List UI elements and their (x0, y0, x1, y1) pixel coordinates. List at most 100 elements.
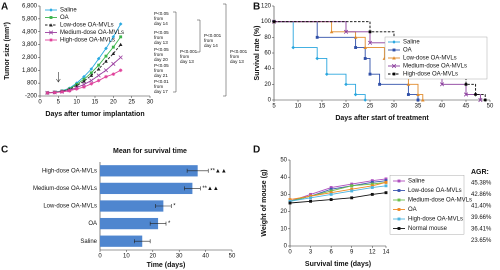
marker (111, 35, 116, 39)
marker (48, 30, 54, 35)
chart-title: Mean for survival time (113, 148, 187, 155)
y-tick-label: 3,800 (22, 42, 38, 48)
x-tick-label: 6 (329, 250, 333, 256)
marker (329, 198, 333, 201)
bracket (173, 11, 177, 93)
marker (309, 192, 313, 196)
bar (100, 200, 164, 212)
marker (81, 82, 87, 87)
annotation: from (154, 35, 163, 40)
significance: **▲▲ (210, 168, 227, 174)
marker (350, 189, 354, 193)
y-tick-label: 0 (268, 98, 272, 104)
marker (392, 56, 396, 60)
annotation: day 20 (154, 57, 168, 62)
x-tick-label: 20 (343, 104, 350, 110)
annotation: P<0.05 (154, 30, 169, 35)
marker (473, 92, 478, 97)
annotation: from (154, 84, 163, 89)
marker (89, 73, 94, 77)
bracket (197, 19, 201, 53)
marker (397, 208, 401, 211)
legend-label: OA (403, 48, 412, 54)
marker (49, 23, 53, 27)
agr-label: 42.86% (471, 192, 492, 198)
annotation: from (204, 38, 213, 43)
y-tick-label: 40 (264, 66, 271, 72)
x-axis-label: Survival time (days) (305, 261, 371, 268)
marker (343, 29, 349, 34)
y-tick-label: 1,800 (22, 68, 38, 74)
legend-label: Saline (60, 8, 77, 14)
marker (463, 92, 469, 97)
marker (370, 184, 374, 188)
agr-label: 23.65% (471, 238, 492, 244)
x-tick-label: 30 (391, 104, 398, 110)
annotation: P<0.001 (230, 49, 248, 54)
y-tick-label: 80 (264, 35, 271, 41)
marker (291, 45, 295, 50)
y-axis-label: Tumor size (mm³) (4, 22, 11, 80)
marker (391, 63, 397, 69)
arrow (56, 72, 61, 83)
marker (82, 79, 86, 83)
marker (350, 187, 354, 191)
marker (392, 40, 396, 44)
marker (288, 198, 292, 201)
marker (96, 73, 101, 78)
marker (363, 45, 367, 49)
marker (370, 179, 374, 183)
bar (100, 182, 193, 195)
y-tick-label: 120 (261, 4, 272, 10)
y-axis-label: Weight of mouse (g) (261, 169, 268, 236)
series-line (289, 181, 387, 201)
error-bar (155, 204, 172, 208)
y-tick-label: 4,800 (22, 29, 38, 35)
annotation: from (154, 68, 163, 73)
marker (309, 194, 313, 198)
marker (74, 87, 79, 91)
x-tick-label: 3 (309, 250, 313, 256)
marker (329, 187, 333, 191)
agr-label: 36.41% (471, 227, 492, 233)
marker (397, 217, 401, 221)
marker (329, 192, 333, 196)
marker (60, 90, 64, 94)
annotation: day 14 (204, 43, 218, 48)
annotation: day 13 (154, 40, 168, 45)
marker (344, 82, 348, 87)
x-axis-label: Time (days) (147, 262, 186, 269)
marker (309, 199, 313, 203)
y-tick-label: 6,800 (22, 4, 38, 10)
legend-label: Low-dose OA-MVLs (60, 23, 114, 29)
annotation: day 14 (154, 21, 168, 26)
legend-label: Medium-dose OA-MVLs (60, 30, 124, 36)
annotation: day 21 (154, 73, 168, 78)
annotation: from (230, 54, 239, 59)
marker (353, 92, 358, 97)
x-tick-label: 14 (383, 250, 390, 256)
marker (111, 61, 116, 66)
marker (368, 30, 372, 34)
y-tick-label: 10 (280, 226, 287, 232)
bar (100, 217, 159, 230)
marker (384, 191, 388, 195)
x-tick-label: 50 (229, 254, 236, 260)
marker (384, 180, 388, 184)
x-tick-label: 30 (176, 254, 183, 260)
marker (96, 56, 101, 61)
marker (353, 35, 358, 39)
legend-label: Low-dose OA-MVLs (403, 56, 457, 62)
annotation: P<0.05 (154, 63, 169, 68)
marker (67, 89, 72, 93)
x-axis-label: Days after tumor implantation (45, 111, 144, 118)
x-tick-label: 5 (57, 100, 61, 106)
agr-title: AGR: (471, 169, 489, 176)
marker (119, 35, 123, 39)
error-bar (184, 186, 201, 191)
legend-label: High-dose OA-MVLs (408, 217, 463, 223)
series-line (274, 21, 366, 100)
x-tick-label: 0 (38, 100, 42, 106)
marker (49, 16, 53, 19)
